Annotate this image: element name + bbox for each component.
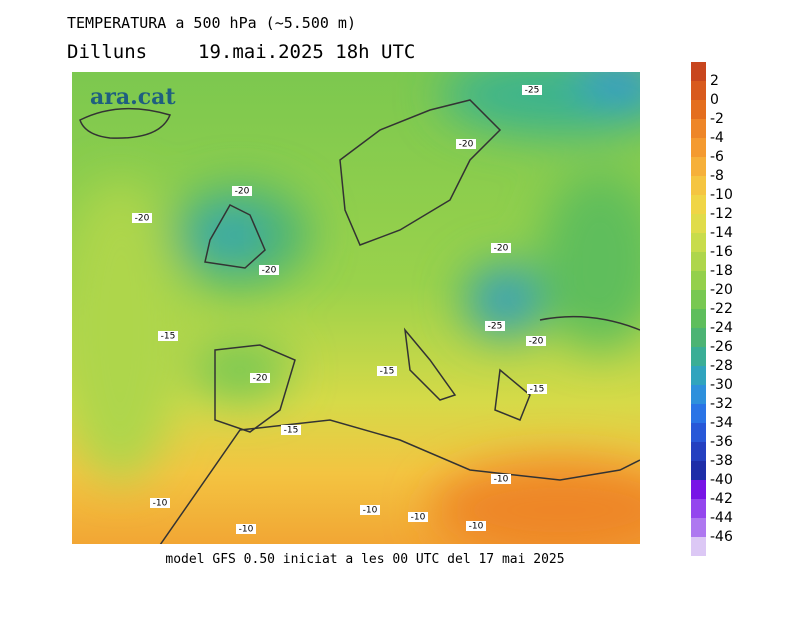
colorbar-tick-label: -2	[710, 111, 724, 127]
contour-label-bg	[232, 186, 252, 196]
title: TEMPERATURA a 500 hPa (~5.500 m)	[67, 14, 356, 32]
colorbar-tick-label: -10	[710, 187, 733, 203]
colorbar-tick-label: -8	[710, 168, 724, 184]
colorbar-segment	[691, 290, 706, 309]
contour-label: -20	[262, 266, 277, 276]
contour-label: -20	[253, 374, 268, 384]
contour-label: -25	[488, 322, 503, 332]
colorbar-segment	[691, 62, 706, 81]
contour-label-bg	[150, 498, 170, 508]
contour-label-bg	[491, 243, 511, 253]
colorbar-segment	[691, 347, 706, 366]
colorbar-tick-label: -38	[710, 453, 733, 469]
contour-label-bg	[485, 321, 505, 331]
contour-label-bg	[259, 265, 279, 275]
colorbar-tick-label: -14	[710, 225, 733, 241]
contour-label: -10	[494, 475, 509, 485]
colorbar-segment	[691, 423, 706, 442]
colorbar-tick-label: -18	[710, 263, 733, 279]
contour-label: -25	[525, 86, 540, 96]
colorbar-segment	[691, 195, 706, 214]
datetime: 19.mai.2025 18h UTC	[198, 41, 415, 63]
logo: ara.cat	[90, 84, 176, 110]
colorbar-segment	[691, 461, 706, 480]
contour-label: -10	[363, 506, 378, 516]
colorbar-segment	[691, 271, 706, 290]
colorbar-tick-label: -42	[710, 491, 733, 507]
colorbar-tick-label: -24	[710, 320, 733, 336]
contour-label-bg	[236, 524, 256, 534]
contour-label-bg	[408, 512, 428, 522]
colorbar-segment	[691, 518, 706, 537]
colorbar-segment	[691, 385, 706, 404]
colorbar-tick-label: -34	[710, 415, 733, 431]
colorbar-tick-label: -22	[710, 301, 733, 317]
contour-label-bg	[456, 139, 476, 149]
colorbar-tick-label: 0	[710, 92, 719, 108]
contour-label-bg	[522, 85, 542, 95]
colorbar-tick-label: -28	[710, 358, 733, 374]
colorbar-tick-label: -6	[710, 149, 724, 165]
contour-label: -10	[153, 499, 168, 509]
contour-label: -20	[494, 244, 509, 254]
contour-label: -20	[529, 337, 544, 347]
contour-label-bg	[466, 521, 486, 531]
contour-label-bg	[250, 373, 270, 383]
contour-label-bg	[491, 474, 511, 484]
contour-label-bg	[526, 336, 546, 346]
contour-label: -10	[411, 513, 426, 523]
colorbar-segment	[691, 81, 706, 100]
colorbar-segment	[691, 252, 706, 271]
colorbar-tick-label: 2	[710, 73, 719, 89]
colorbar-tick-label: -20	[710, 282, 733, 298]
colorbar-tick-label: -46	[710, 529, 733, 545]
colorbar-tick-label: -36	[710, 434, 733, 450]
contour-label-bg	[281, 425, 301, 435]
contour-label: -20	[235, 187, 250, 197]
colorbar-tick-label: -12	[710, 206, 733, 222]
colorbar-segment	[691, 176, 706, 195]
colorbar-segment	[691, 499, 706, 518]
colorbar-tick-label: -16	[710, 244, 733, 260]
colorbar-tick-label: -30	[710, 377, 733, 393]
footer: model GFS 0.50 iniciat a les 00 UTC del …	[165, 552, 564, 567]
colorbar-segment	[691, 328, 706, 347]
contour-labels: -25 -20 -20 -20 -20 -20 -25 -20 -15 -20 -15 -15 -15 -…	[132, 85, 547, 535]
colorbar-segment	[691, 233, 706, 252]
contour-label-bg	[360, 505, 380, 515]
map	[72, 72, 640, 544]
contour-label: -10	[239, 525, 254, 535]
colorbar: 2 0 -2 -4 -6 -8 -10 -12 -14 -16 -18 -20 -22 -24 -26 -28…	[691, 62, 733, 556]
contour-label: -15	[530, 385, 545, 395]
colorbar-tick-label: -44	[710, 510, 733, 526]
colorbar-segment	[691, 366, 706, 385]
contour-label-bg	[132, 213, 152, 223]
contour-label: -10	[469, 522, 484, 532]
contour-label: -20	[459, 140, 474, 150]
colorbar-segment	[691, 214, 706, 233]
colorbar-segment	[691, 119, 706, 138]
colorbar-tick-label: -32	[710, 396, 733, 412]
contour-label-bg	[377, 366, 397, 376]
contour-label: -20	[135, 214, 150, 224]
colorbar-segment	[691, 100, 706, 119]
contour-label: -15	[380, 367, 395, 377]
colorbar-tick-label: -4	[710, 130, 724, 146]
colorbar-segment	[691, 138, 706, 157]
colorbar-segment	[691, 404, 706, 423]
contour-label-bg	[527, 384, 547, 394]
colorbar-tick-label: -26	[710, 339, 733, 355]
colorbar-segment	[691, 480, 706, 499]
colorbar-segment	[691, 157, 706, 176]
colorbar-tick-label: -40	[710, 472, 733, 488]
colorbar-segment	[691, 309, 706, 328]
colorbar-segment	[691, 537, 706, 556]
day: Dilluns	[67, 41, 147, 63]
contour-label-bg	[158, 331, 178, 341]
contour-label: -15	[161, 332, 176, 342]
contour-label: -15	[284, 426, 299, 436]
colorbar-segment	[691, 442, 706, 461]
